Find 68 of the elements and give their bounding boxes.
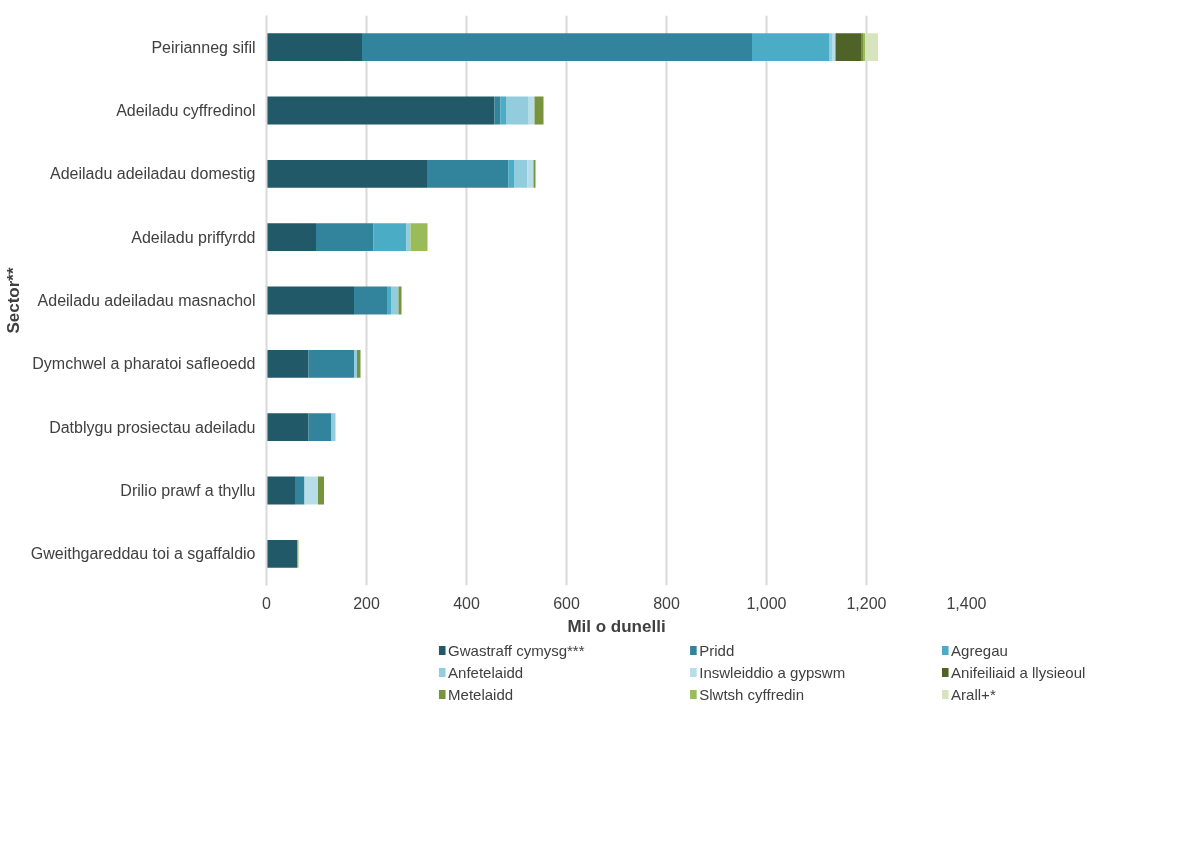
bar xyxy=(865,33,878,62)
y-tick-label: Drilio prawf a thyllu xyxy=(120,482,256,499)
bar xyxy=(506,96,528,125)
bar xyxy=(304,476,318,505)
bar xyxy=(362,33,752,62)
bar xyxy=(266,349,309,378)
bar xyxy=(318,476,324,505)
y-tick-label: Adeiladu adeiladau domestig xyxy=(50,165,256,183)
y-tick-label: Dymchwel a pharatoi safleoedd xyxy=(32,355,256,373)
y-tick-label: Peirianneg sifil xyxy=(151,38,256,56)
bar xyxy=(410,223,428,252)
legend-label: Slwtsh cyffredin xyxy=(699,686,804,703)
bar xyxy=(373,223,407,252)
bar xyxy=(494,96,501,125)
bar xyxy=(508,159,514,188)
y-tick-label: Adeiladu cyffredinol xyxy=(116,102,256,119)
bar xyxy=(514,159,528,188)
bar xyxy=(835,33,861,62)
bar xyxy=(308,349,354,378)
bar xyxy=(266,159,427,188)
x-axis-title: Mil o dunelli xyxy=(567,616,666,636)
bar xyxy=(295,476,305,505)
bar xyxy=(266,539,297,568)
legend-label: Agregau xyxy=(951,642,1008,659)
x-tick-label: 800 xyxy=(653,594,680,612)
bar xyxy=(357,349,361,378)
bar xyxy=(829,33,832,62)
bar xyxy=(832,33,836,62)
bar xyxy=(534,96,544,125)
legend-label: Arall+* xyxy=(951,686,996,703)
x-tick-label: 1,200 xyxy=(846,594,887,612)
bar xyxy=(398,286,402,315)
y-tick-label: Gweithgareddau toi a sgaffaldio xyxy=(30,545,256,563)
y-tick-label: Adeiladu priffyrdd xyxy=(131,228,256,246)
x-tick-label: 0 xyxy=(262,594,272,612)
bar xyxy=(533,159,536,188)
bar xyxy=(354,349,357,378)
bar xyxy=(266,33,362,62)
bar xyxy=(308,413,332,442)
bar xyxy=(266,413,309,442)
bar xyxy=(316,223,374,252)
bar xyxy=(391,286,399,315)
x-tick-label: 1,000 xyxy=(746,594,787,612)
x-tick-label: 600 xyxy=(553,594,580,612)
legend-label: Gwastraff cymysg*** xyxy=(448,642,585,659)
legend-label: Inswleiddio a gypswm xyxy=(699,664,846,681)
bar xyxy=(427,159,509,188)
y-axis-title: Sector** xyxy=(3,267,23,334)
legend-label: Pridd xyxy=(699,642,735,659)
bar xyxy=(266,286,354,315)
bar xyxy=(387,286,391,315)
y-tick-label: Datblygu prosiectau adeiladu xyxy=(49,418,256,436)
legend-label: Anifeiliaid a llysieoul xyxy=(951,664,1086,681)
x-tick-label: 1,400 xyxy=(946,594,987,612)
y-tick-label: Adeiladu adeiladau masnachol xyxy=(37,292,256,309)
bar xyxy=(527,159,534,188)
bar xyxy=(406,223,411,252)
bar xyxy=(528,96,535,125)
legend-label: Anfetelaidd xyxy=(448,664,524,681)
bar xyxy=(354,286,387,315)
bar xyxy=(752,33,829,62)
x-tick-label: 200 xyxy=(353,594,380,612)
bar xyxy=(266,96,495,125)
bar xyxy=(266,476,295,505)
bar xyxy=(331,413,336,442)
legend-label: Metelaidd xyxy=(448,686,514,703)
x-tick-label: 400 xyxy=(453,594,480,612)
bar xyxy=(266,223,316,252)
